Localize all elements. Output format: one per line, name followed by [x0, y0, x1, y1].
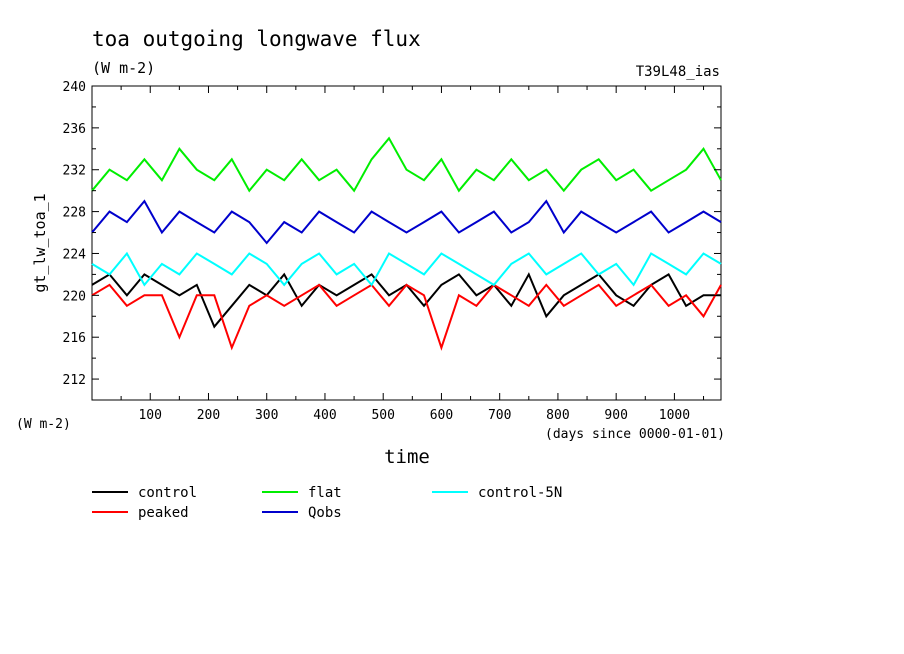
y-tick-label: 224 [63, 247, 87, 262]
chart-tag: T39L48_ias [636, 64, 720, 80]
x-units-label: (days since 0000-01-01) [545, 427, 725, 442]
x-tick-label: 200 [197, 408, 220, 423]
x-tick-label: 700 [488, 408, 511, 423]
y-tick-label: 240 [63, 80, 86, 95]
legend-label: control [138, 485, 197, 501]
tick-labels: 100 200 300 400 500 600 700 800 900 1000 212 216 220… [63, 80, 691, 423]
chart-title: toa outgoing longwave flux [92, 27, 421, 51]
plot-lines [91, 136, 722, 351]
y-tick-label: 232 [63, 164, 86, 179]
x-tick-label: 300 [255, 408, 278, 423]
y-tick-label: 212 [63, 373, 86, 388]
plot-frame [91, 85, 722, 401]
y-tick-label: 228 [63, 206, 86, 221]
x-axis-label: time [384, 446, 430, 468]
series-line-peaked [91, 283, 722, 351]
y-tick-label: 220 [63, 289, 86, 304]
x-tick-label: 100 [138, 408, 161, 423]
y-tick-label: 236 [63, 122, 86, 137]
x-tick-label: 800 [546, 408, 569, 423]
y-axis-label: gt_lw_toa_1 [31, 193, 49, 292]
x-tick-label: 1000 [659, 408, 690, 423]
series-line-qobs [91, 199, 722, 245]
x-tick-label: 600 [430, 408, 453, 423]
x-tick-label: 400 [313, 408, 336, 423]
x-tick-label: 500 [371, 408, 394, 423]
legend-label: flat [308, 485, 342, 501]
legend-label: peaked [138, 505, 189, 521]
y-units-label: (W m-2) [16, 417, 71, 432]
legend-label: Qobs [308, 505, 342, 521]
y-tick-label: 216 [63, 331, 86, 346]
legend: control peaked flat Qobs control-5N [92, 485, 562, 521]
axis-ticks [92, 85, 721, 401]
chart-subtitle: (W m-2) [92, 59, 155, 77]
x-tick-label: 900 [604, 408, 627, 423]
legend-label: control-5N [478, 485, 562, 501]
series-line-control-5n [91, 251, 722, 287]
series-line-flat [91, 136, 722, 193]
